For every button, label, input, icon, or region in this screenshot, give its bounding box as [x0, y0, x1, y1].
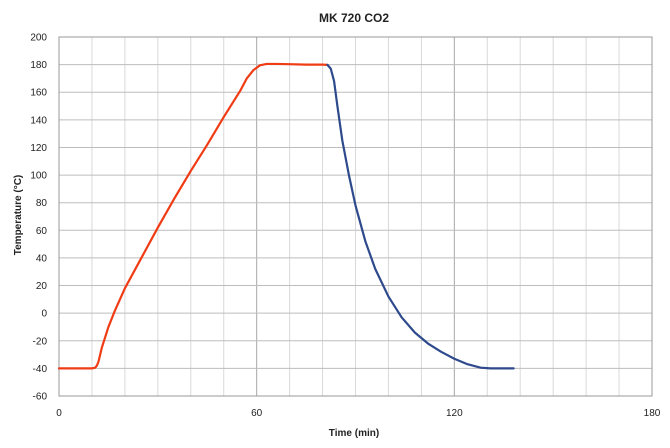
x-tick-label: 60 [251, 408, 263, 419]
series-group [57, 62, 515, 370]
y-axis-label: Temperature (°C) [13, 175, 24, 256]
y-tick-label: 20 [36, 281, 48, 292]
plot-area-border [58, 36, 653, 397]
x-axis: 0 60 120 180 [56, 408, 661, 419]
x-tick-label: 120 [446, 408, 463, 419]
y-tick-label: 180 [30, 60, 47, 71]
y-tick-label: 160 [30, 88, 47, 99]
x-axis-label: Time (min) [329, 428, 379, 439]
y-tick-label: -60 [33, 392, 48, 403]
series-line-2 [326, 63, 515, 370]
y-tick-label: 100 [30, 171, 47, 182]
y-tick-label: 60 [36, 226, 48, 237]
grid [58, 36, 653, 397]
chart-title: MK 720 CO2 [319, 11, 389, 25]
y-tick-label: 120 [30, 143, 47, 154]
y-tick-label: 140 [30, 115, 47, 126]
series-line-1 [57, 62, 329, 370]
y-tick-label: 200 [30, 33, 47, 44]
y-tick-label: -40 [33, 364, 48, 375]
y-tick-label: 80 [36, 198, 48, 209]
y-tick-label: 0 [41, 309, 47, 320]
x-tick-label: 180 [644, 408, 661, 419]
y-axis: -60 -40 -20 0 20 40 60 80 100 120 140 160 180 200 [30, 33, 47, 403]
y-tick-label: -20 [33, 336, 48, 347]
y-tick-label: 40 [36, 253, 48, 264]
x-tick-label: 0 [56, 408, 62, 419]
